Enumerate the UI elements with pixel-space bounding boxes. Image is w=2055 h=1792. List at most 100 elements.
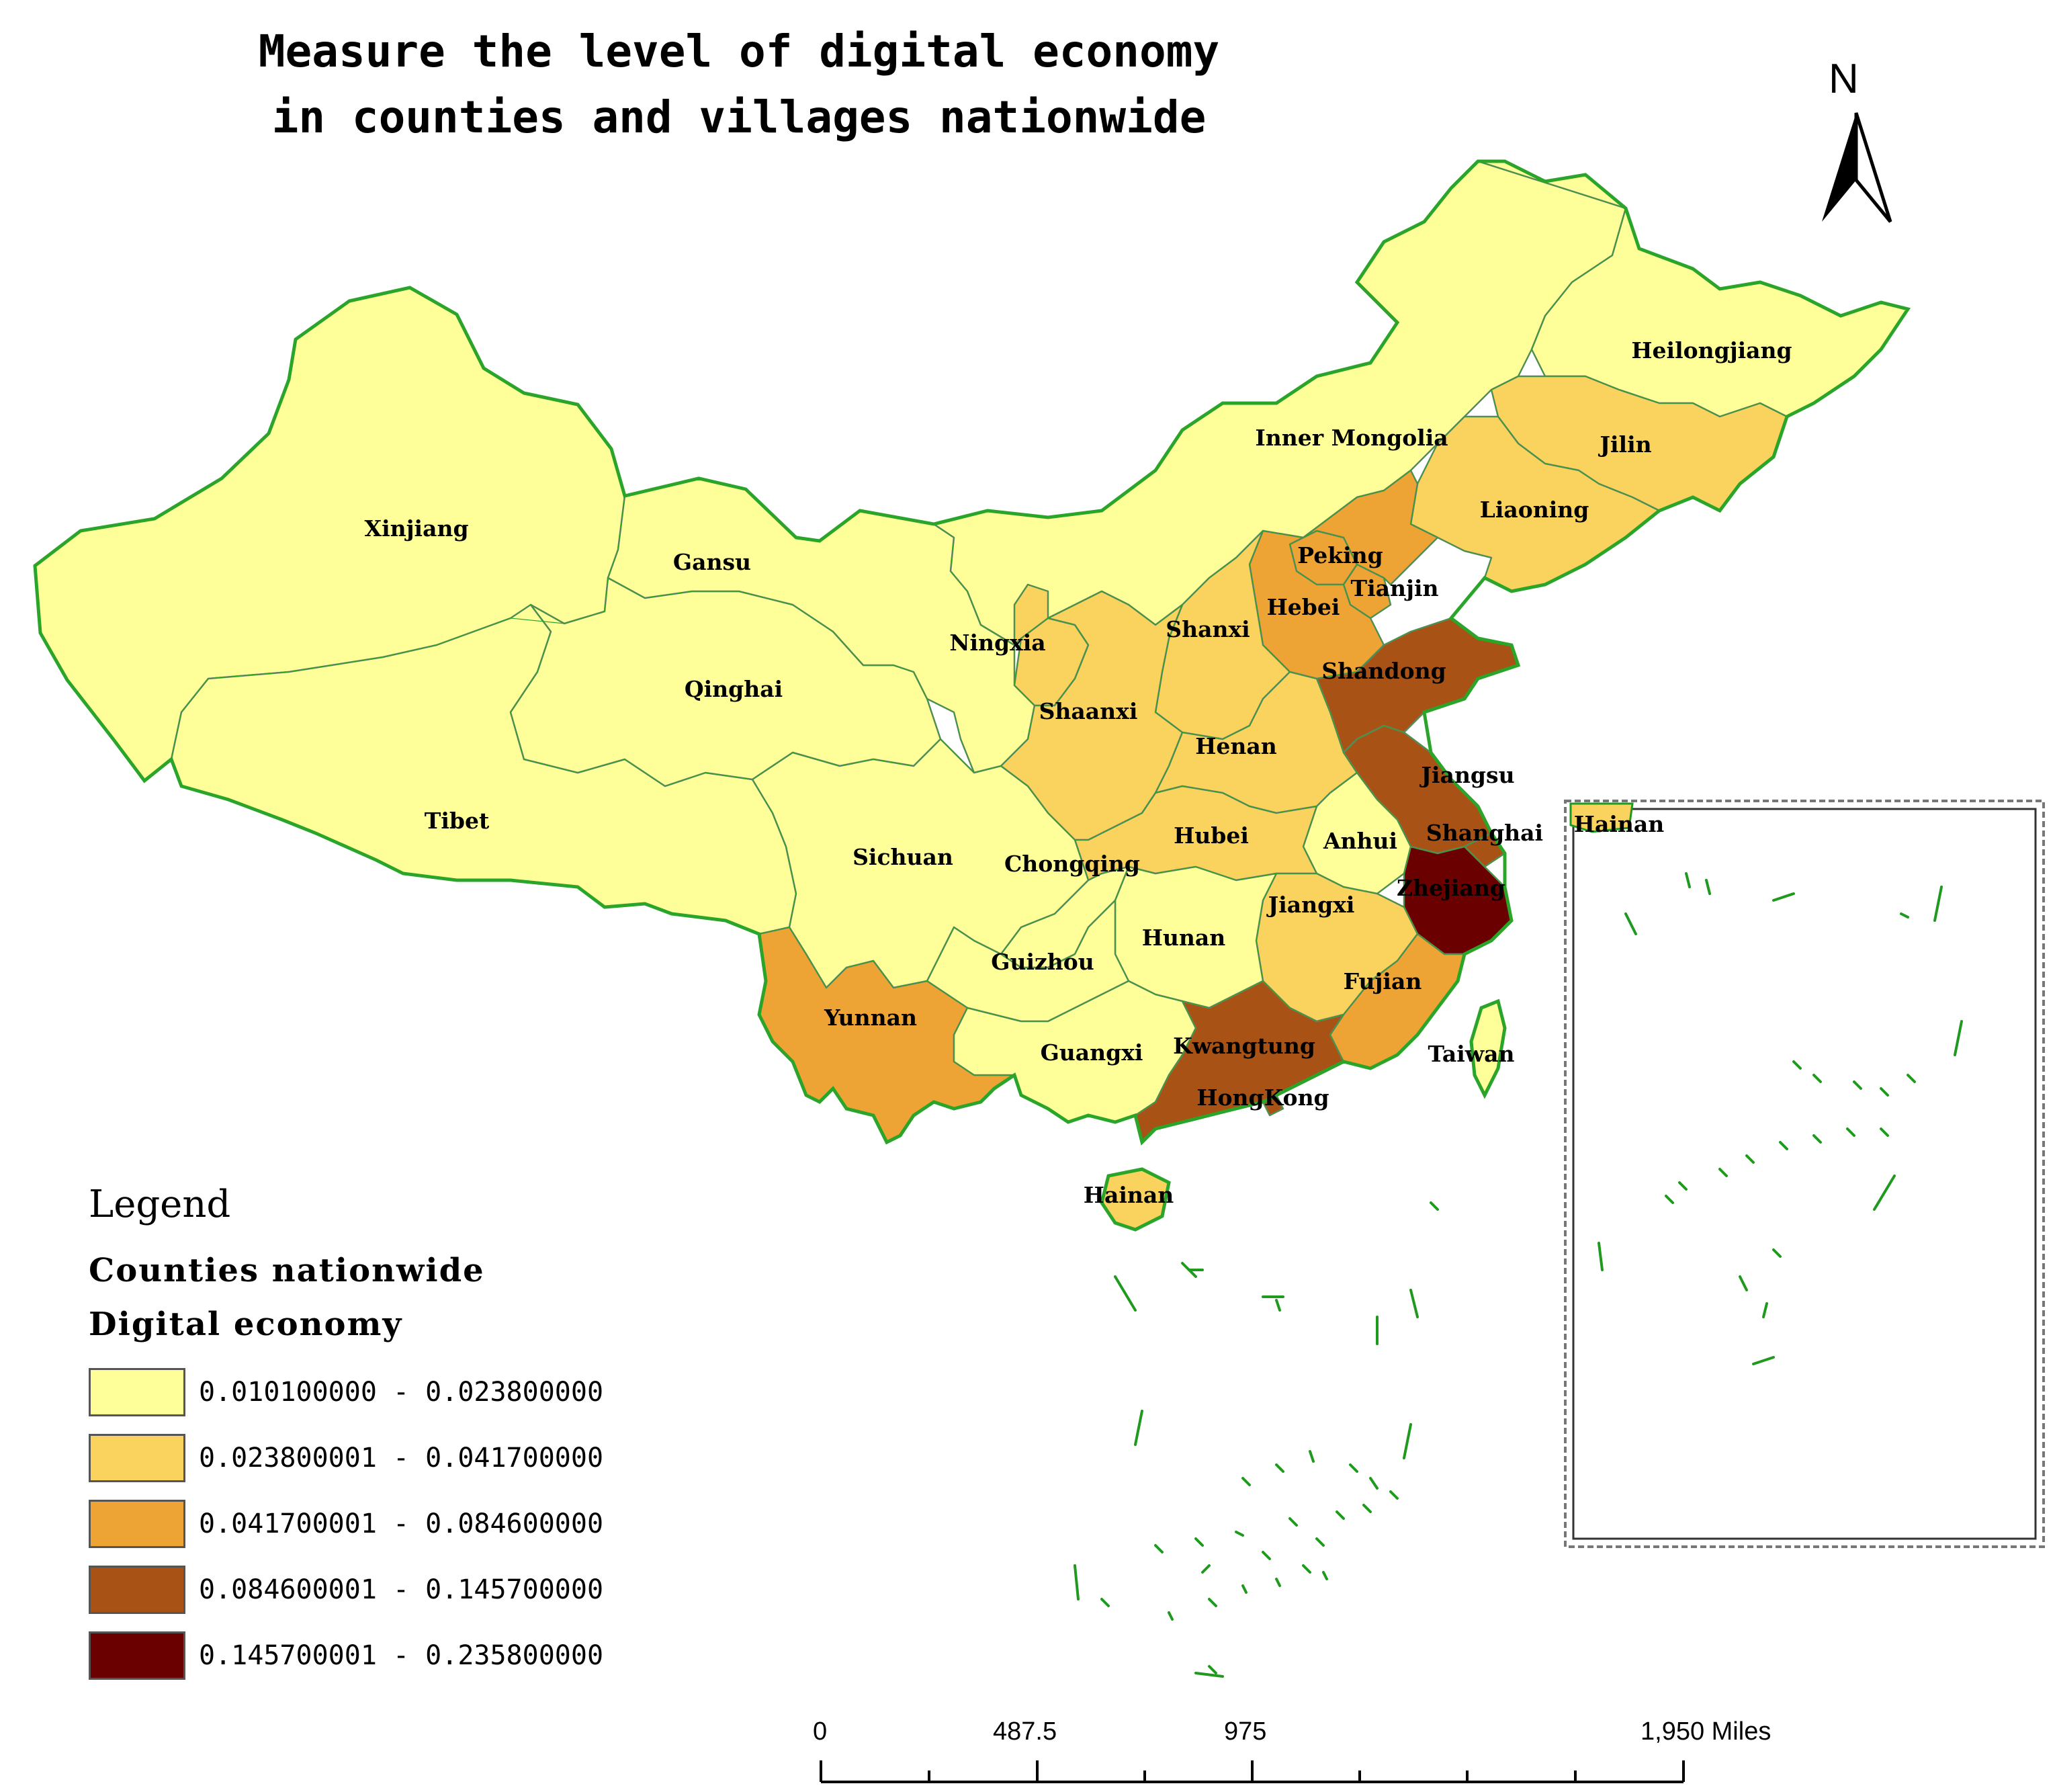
inset-island-mark [1880,1127,1889,1137]
legend-class-5: 0.145700001 - 0.235800000 [89,1623,693,1689]
inset-island-mark [1812,1074,1822,1083]
island-mark [1134,1410,1143,1446]
inset-island-mark [1718,1168,1728,1177]
legend-swatch-2 [89,1434,185,1482]
inset-island-mark [1678,1181,1688,1191]
map-title-line-1: Measure the level of digital economy [258,26,1220,77]
label-gansu: Gansu [673,549,751,575]
inset-island-mark [1792,1060,1802,1070]
label-chongqing: Chongqing [1004,851,1140,877]
inset-island-mark [1705,879,1711,895]
national-border [33,159,1911,1146]
inset-island-mark [1598,1242,1604,1271]
island-mark [1389,1490,1399,1500]
island-mark [1288,1517,1298,1527]
island-mark [1275,1299,1281,1312]
province-labels: Xinjiang Tibet Qinghai Gansu Inner Mongolia H… [364,337,1792,1208]
inset-label: Hainan [1574,811,1664,837]
legend-field-name: Digital economy [89,1306,403,1343]
island-mark [1194,1672,1224,1678]
label-kwangtung: Kwangtung [1173,1033,1315,1059]
label-jiangxi: Jiangxi [1266,892,1355,918]
label-xinjiang: Xinjiang [364,515,468,542]
island-mark [1208,1665,1217,1674]
island-mark [1409,1289,1419,1318]
island-mark [1262,1551,1271,1560]
label-qinghai: Qinghai [685,676,783,702]
label-shanxi: Shanxi [1166,616,1250,642]
label-guangxi: Guangxi [1041,1039,1143,1066]
legend-class-4: 0.084600001 - 0.145700000 [89,1557,693,1623]
legend-range-5: 0.145700001 - 0.235800000 [199,1640,604,1671]
label-zhejiang: Zhejiang [1397,875,1505,901]
scale-bar [820,1760,1685,1783]
label-sichuan: Sichuan [852,844,953,870]
inset-islands [1598,872,1963,1365]
island-mark [1403,1423,1412,1459]
island-mark [1336,1510,1345,1520]
island-mark [1241,1584,1248,1594]
map-title-line-2: in counties and villages nationwide [271,91,1207,143]
inset-island-mark [1752,1356,1775,1365]
province-regions [34,160,1909,1231]
inset-island-mark [1880,1087,1889,1097]
inset-island-mark [1873,1175,1896,1211]
island-mark [1154,1544,1164,1553]
inset-island-mark [1772,892,1795,902]
coastline-outline [33,159,1911,1232]
label-henan: Henan [1195,733,1277,759]
map-title: Measure the level of digital economy in … [0,19,1478,151]
label-jilin: Jilin [1598,431,1651,458]
legend-range-4: 0.084600001 - 0.145700000 [199,1574,604,1605]
label-shandong: Shandong [1321,658,1446,684]
legend-swatch-3 [89,1500,185,1548]
label-liaoning: Liaoning [1480,497,1589,523]
legend-swatch-1 [89,1368,185,1416]
island-mark [1208,1598,1217,1607]
island-mark [1074,1564,1080,1601]
label-ningxia: Ningxia [949,630,1045,656]
label-tibet: Tibet [425,808,490,834]
inset-island-mark [1762,1302,1768,1318]
inset-island-mark [1779,1141,1788,1150]
inset-island-mark [1772,1248,1782,1258]
label-hebei: Hebei [1267,594,1340,620]
inset-island-mark [1685,872,1691,888]
inset-island-mark [1624,912,1637,935]
island-mark [1309,1450,1315,1463]
scale-label-975: 975 [1224,1717,1267,1746]
island-mark [1430,1201,1439,1211]
inset-island-mark [1907,1074,1916,1083]
legend-range-2: 0.023800001 - 0.041700000 [199,1443,604,1474]
legend-swatch-4 [89,1566,185,1614]
island-mark [1349,1463,1358,1473]
north-arrow-label: N [1829,56,1859,102]
scale-label-1950: 1,950 Miles [1641,1717,1772,1746]
label-shanghai: Shanghai [1426,820,1543,846]
island-mark [1201,1564,1211,1574]
label-hainan: Hainan [1084,1182,1174,1208]
legend-range-1: 0.010100000 - 0.023800000 [199,1377,604,1408]
island-mark [1114,1275,1137,1312]
island-mark [1322,1571,1328,1580]
label-hunan: Hunan [1142,925,1226,951]
island-border [1469,998,1507,1099]
label-peking: Peking [1297,542,1383,568]
legend-class-3: 0.041700001 - 0.084600000 [89,1491,693,1557]
legend-swatch-5 [89,1631,185,1680]
inset-map: Hainan [1564,800,2045,1548]
label-heilongjiang: Heilongjiang [1631,337,1792,364]
label-anhui: Anhui [1323,828,1397,854]
island-mark [1275,1578,1281,1587]
legend: Legend Counties nationwide Digital econo… [89,1183,693,1689]
legend-class-2: 0.023800001 - 0.041700000 [89,1425,693,1491]
inset-island-mark [1812,1134,1822,1144]
label-jiangsu: Jiangsu [1419,762,1514,788]
label-guizhou: Guizhou [991,949,1094,975]
legend-class-1: 0.010100000 - 0.023800000 [89,1359,693,1425]
legend-layer-name: Counties nationwide [89,1252,485,1289]
inset-island-mark [1665,1195,1674,1204]
label-hongkong: HongKong [1196,1084,1329,1111]
inset-island-mark [1933,886,1943,922]
